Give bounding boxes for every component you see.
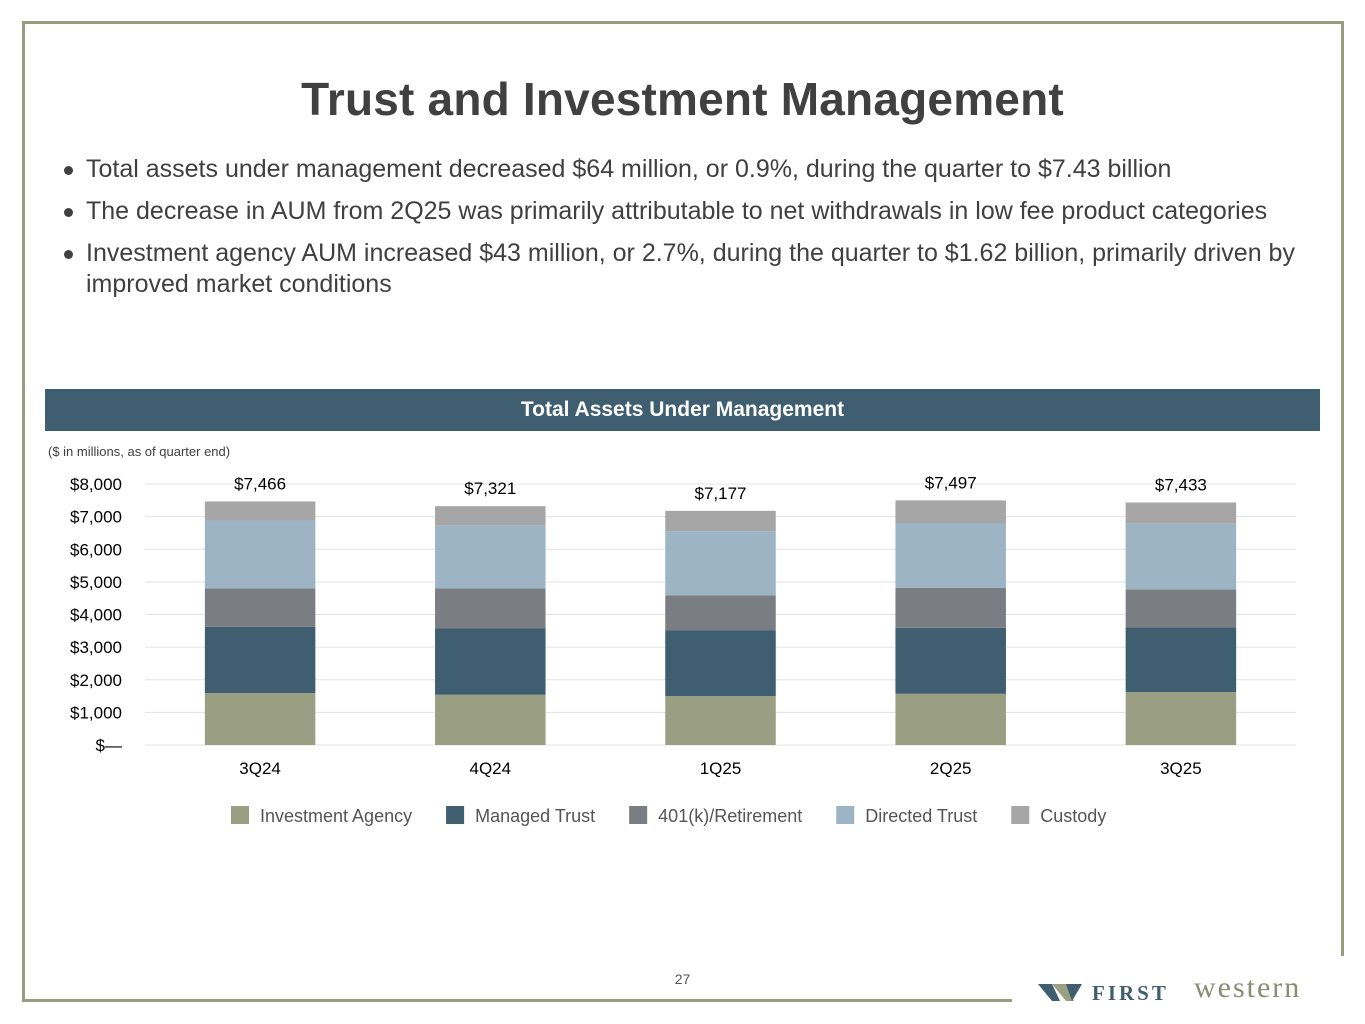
- frame-left-border: [22, 21, 25, 1002]
- logo-first-text: FIRST: [1092, 981, 1169, 1005]
- bar-total-label: $7,466: [234, 474, 286, 493]
- y-tick-label: $8,000: [70, 475, 122, 494]
- page-number: 27: [674, 971, 691, 987]
- legend-swatch: [446, 806, 465, 824]
- x-category-label: 4Q24: [470, 759, 512, 778]
- y-tick-label: $—: [96, 736, 122, 755]
- y-tick-label: $2,000: [70, 671, 122, 690]
- y-tick-label: $7,000: [70, 508, 122, 527]
- legend-label: Directed Trust: [865, 806, 977, 826]
- bar-segment: [1125, 502, 1237, 524]
- bar-segment: [665, 531, 776, 596]
- bar-segment: [435, 628, 546, 695]
- bar-total-label: $7,177: [695, 484, 747, 503]
- bar-segment: [895, 693, 1006, 745]
- bullet-item: The decrease in AUM from 2Q25 was primar…: [62, 196, 1312, 227]
- bar-segment: [204, 501, 316, 521]
- bullet-item: Total assets under management decreased …: [62, 154, 1312, 185]
- logo-western-text: western: [1194, 971, 1302, 1004]
- legend-label: Investment Agency: [260, 806, 412, 826]
- y-tick-label: $6,000: [70, 540, 122, 559]
- frame-top-border: [22, 21, 1344, 24]
- y-tick-label: $1,000: [70, 703, 122, 722]
- bar-segment: [435, 694, 546, 745]
- bar-segment: [665, 696, 776, 745]
- y-tick-label: $3,000: [70, 638, 122, 657]
- y-tick-label: $5,000: [70, 573, 122, 592]
- units-note: ($ in millions, as of quarter end): [48, 444, 231, 459]
- legend-swatch: [836, 806, 855, 824]
- bar-segment: [204, 693, 316, 745]
- bar-segment: [1125, 627, 1237, 693]
- bar-segment: [665, 510, 776, 532]
- aum-stacked-bar-chart: $— $1,000 $2,000 $3,000 $4,000 $5,000 $6,000 $7…: [70, 473, 1296, 826]
- bullet-text: Investment agency AUM increased $43 mill…: [86, 239, 1295, 298]
- x-category-label: 2Q25: [930, 759, 972, 778]
- bar-segment: [204, 588, 316, 627]
- bar-segment: [895, 627, 1006, 694]
- x-category-label: 1Q25: [700, 759, 742, 778]
- bullet-dot-icon: [64, 166, 73, 175]
- bar-segment: [1125, 589, 1237, 628]
- bar-total-label: $7,321: [464, 479, 516, 498]
- y-tick-label: $4,000: [70, 606, 122, 625]
- frame-right-border: [1341, 21, 1344, 956]
- bullet-text: Total assets under management decreased …: [86, 155, 1172, 183]
- bullet-text: The decrease in AUM from 2Q25 was primar…: [86, 197, 1268, 225]
- bar-segment: [204, 520, 316, 589]
- bar-segment: [665, 630, 776, 697]
- bar-segment: [665, 595, 776, 631]
- legend-label: Managed Trust: [475, 806, 595, 826]
- bullet-list: Total assets under management decreased …: [62, 154, 1312, 311]
- bar-segment: [1125, 692, 1237, 745]
- bar-segment: [895, 523, 1006, 588]
- company-logo: FIRST western: [1038, 971, 1342, 1005]
- legend-swatch: [1011, 806, 1030, 824]
- logo-mark-icon: [1038, 984, 1082, 1001]
- legend-swatch: [629, 806, 648, 824]
- bar-total-label: $7,433: [1155, 475, 1207, 494]
- bar-segment: [204, 626, 316, 694]
- bar-segment: [435, 525, 546, 589]
- legend-swatch: [231, 806, 249, 824]
- bar-segment: [895, 587, 1006, 628]
- chart-header-banner: Total Assets Under Management: [45, 389, 1320, 431]
- bullet-dot-icon: [64, 250, 73, 259]
- legend-label: 401(k)/Retirement: [658, 806, 802, 826]
- bar-segment: [435, 506, 546, 526]
- x-category-label: 3Q24: [239, 759, 281, 778]
- bar-total-label: $7,497: [925, 473, 977, 492]
- x-category-label: 3Q25: [1160, 759, 1202, 778]
- frame-bottom-border: [22, 999, 1012, 1002]
- bar-segment: [895, 500, 1006, 524]
- legend-label: Custody: [1040, 806, 1106, 826]
- page-title: Trust and Investment Management: [301, 73, 1064, 125]
- bullet-item: Investment agency AUM increased $43 mill…: [62, 238, 1312, 300]
- bar-segment: [435, 588, 546, 629]
- bar-segment: [1125, 523, 1237, 590]
- bullet-dot-icon: [64, 208, 73, 217]
